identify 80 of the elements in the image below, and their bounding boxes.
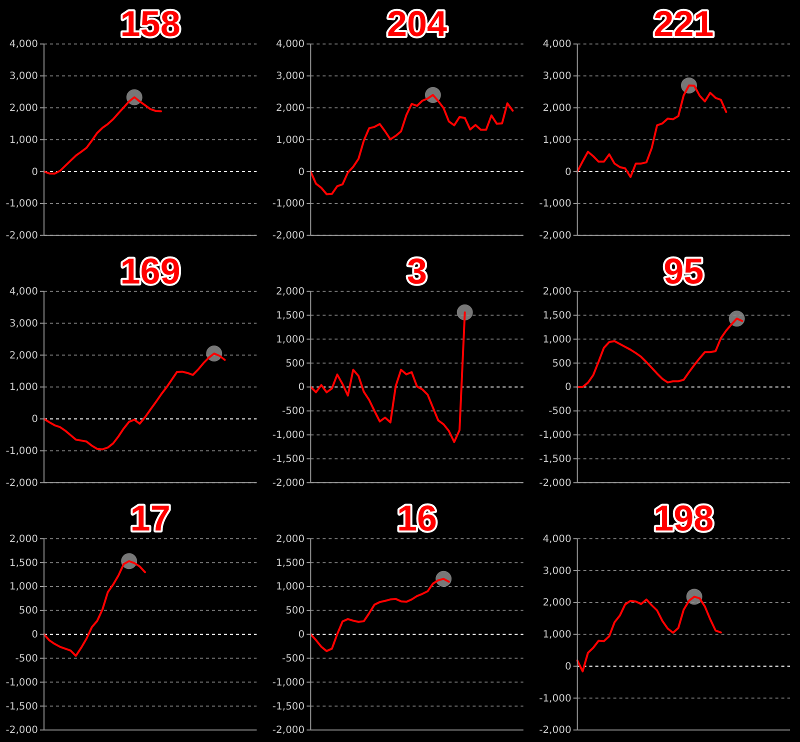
- y-tick-label: 4,000: [276, 39, 305, 50]
- y-tick-label: -2,000: [539, 230, 572, 242]
- chart-title: 16: [396, 498, 438, 539]
- y-tick-label: 4,000: [9, 286, 38, 298]
- y-tick-label: 1,000: [9, 582, 38, 593]
- chart-title: 95: [664, 250, 704, 292]
- y-tick-label: 1,500: [276, 310, 305, 322]
- y-tick-label: 2,000: [276, 534, 305, 545]
- y-tick-label: 1,000: [542, 334, 572, 346]
- y-tick-label: 1,000: [542, 134, 572, 146]
- y-tick-label: 0: [564, 661, 572, 672]
- y-tick-label: -1,000: [6, 198, 38, 210]
- y-tick-label: 2,000: [9, 350, 38, 362]
- y-tick-label: 1,000: [276, 582, 305, 593]
- y-tick-label: -1,000: [272, 677, 305, 688]
- y-tick-label: -1,000: [272, 430, 305, 442]
- chart-title: 169: [120, 250, 180, 292]
- y-tick-label: 500: [552, 358, 572, 370]
- chart-title: 221: [654, 3, 714, 44]
- y-tick-label: 1,000: [9, 134, 38, 146]
- y-tick-label: 0: [298, 630, 305, 641]
- y-tick-label: 1,500: [542, 310, 572, 322]
- y-tick-label: -500: [548, 406, 572, 418]
- y-tick-label: 3,000: [542, 566, 572, 577]
- y-tick-label: 500: [286, 358, 305, 370]
- y-tick-label: -1,000: [272, 198, 305, 210]
- y-tick-label: -2,000: [6, 478, 38, 489]
- y-tick-label: 4,000: [542, 534, 572, 545]
- y-tick-label: 4,000: [542, 39, 572, 50]
- y-tick-label: -1,500: [272, 454, 305, 465]
- y-tick-label: 3,000: [9, 71, 38, 82]
- y-tick-label: 2,000: [9, 102, 38, 114]
- y-tick-label: 2,000: [276, 286, 305, 298]
- y-tick-label: -2,000: [272, 478, 305, 489]
- y-tick-label: -1,000: [539, 198, 572, 210]
- y-tick-label: 0: [32, 166, 38, 178]
- y-tick-label: -500: [282, 406, 305, 418]
- chart-title: 3: [406, 250, 428, 292]
- y-tick-label: -1,500: [6, 701, 38, 712]
- y-tick-label: 0: [564, 382, 572, 394]
- y-tick-label: -2,000: [539, 725, 572, 736]
- chart-title: 198: [654, 498, 714, 539]
- chart-title: 158: [120, 3, 180, 44]
- y-tick-label: 0: [564, 166, 572, 178]
- chart-title: 17: [130, 498, 170, 539]
- y-tick-label: 1,000: [276, 334, 305, 346]
- y-tick-label: 0: [298, 166, 305, 178]
- y-tick-label: 2,000: [542, 102, 572, 114]
- y-tick-label: -500: [282, 653, 305, 664]
- y-tick-label: 1,000: [276, 134, 305, 146]
- y-tick-label: -1,000: [6, 446, 38, 457]
- y-tick-label: -2,000: [539, 478, 572, 489]
- y-tick-label: -2,000: [6, 230, 38, 242]
- y-tick-label: -1,500: [272, 701, 305, 712]
- y-tick-label: 0: [32, 630, 38, 641]
- y-tick-label: 3,000: [9, 318, 38, 330]
- y-tick-label: -1,500: [539, 454, 572, 465]
- y-tick-label: 1,000: [542, 630, 572, 641]
- y-tick-label: 3,000: [276, 71, 305, 82]
- y-tick-label: 4,000: [9, 39, 38, 50]
- y-tick-label: 2,000: [542, 286, 572, 298]
- y-tick-label: -2,000: [272, 230, 305, 242]
- y-tick-label: -2,000: [272, 725, 305, 736]
- y-tick-label: 1,500: [276, 558, 305, 569]
- y-tick-label: 1,000: [9, 382, 38, 394]
- y-tick-label: 2,000: [9, 534, 38, 545]
- y-tick-label: -500: [15, 653, 38, 664]
- chart-title: 204: [386, 3, 448, 44]
- y-tick-label: -1,000: [539, 430, 572, 442]
- y-tick-label: -1,000: [539, 693, 572, 704]
- y-tick-label: 2,000: [276, 102, 305, 114]
- y-tick-label: -1,000: [6, 677, 38, 688]
- y-tick-label: 2,000: [542, 598, 572, 609]
- y-tick-label: 1,500: [9, 558, 38, 569]
- y-tick-label: 0: [298, 382, 305, 394]
- y-tick-label: 500: [18, 606, 38, 617]
- y-tick-label: -2,000: [6, 725, 38, 736]
- y-tick-label: 500: [286, 606, 305, 617]
- y-tick-label: 0: [32, 414, 38, 426]
- y-tick-label: 3,000: [542, 71, 572, 82]
